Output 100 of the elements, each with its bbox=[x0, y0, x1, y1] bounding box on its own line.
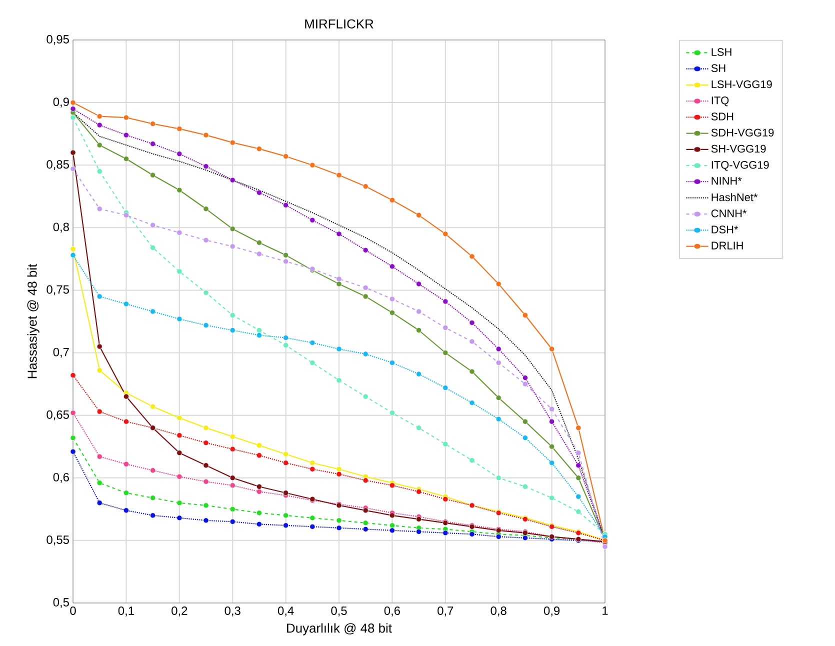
point bbox=[203, 206, 209, 212]
point bbox=[203, 502, 209, 508]
point bbox=[416, 528, 422, 534]
point bbox=[283, 512, 289, 518]
point bbox=[442, 385, 448, 391]
point bbox=[230, 140, 236, 146]
point bbox=[310, 524, 316, 530]
point bbox=[522, 418, 528, 424]
point bbox=[176, 151, 182, 157]
legend-label: LSH bbox=[712, 48, 732, 56]
point bbox=[230, 327, 236, 334]
point bbox=[310, 515, 316, 521]
point bbox=[283, 202, 289, 208]
point bbox=[336, 281, 342, 287]
point bbox=[389, 522, 395, 528]
point bbox=[96, 408, 102, 414]
legend-label: CNNH* bbox=[711, 210, 747, 218]
point bbox=[362, 394, 368, 400]
point bbox=[310, 162, 316, 168]
point bbox=[389, 360, 395, 366]
point bbox=[203, 132, 209, 138]
point bbox=[442, 298, 448, 304]
point bbox=[256, 327, 262, 334]
point bbox=[576, 462, 582, 468]
point bbox=[150, 222, 156, 228]
point bbox=[549, 495, 555, 501]
point bbox=[283, 490, 289, 496]
point bbox=[469, 531, 475, 537]
point bbox=[549, 444, 555, 450]
point bbox=[230, 434, 236, 440]
y-tick-label: 0,8 bbox=[53, 222, 69, 233]
point bbox=[123, 461, 129, 467]
point bbox=[522, 374, 528, 381]
y-tick-label: 0,75 bbox=[46, 285, 69, 296]
point bbox=[150, 512, 156, 518]
legend-label: HashNet* bbox=[712, 193, 758, 202]
point bbox=[123, 418, 129, 424]
x-tick-label: 1 bbox=[602, 606, 608, 615]
point bbox=[283, 342, 289, 348]
point bbox=[362, 478, 368, 484]
point bbox=[176, 268, 182, 274]
point bbox=[469, 458, 475, 464]
point bbox=[176, 415, 182, 421]
point bbox=[389, 296, 395, 302]
point bbox=[469, 254, 475, 260]
point bbox=[70, 435, 76, 441]
legend-label: ITQ-VGG19 bbox=[712, 161, 769, 171]
point bbox=[576, 450, 582, 456]
point bbox=[256, 452, 262, 458]
point bbox=[362, 184, 368, 190]
point bbox=[96, 206, 102, 212]
legend-label: SDH-VGG19 bbox=[711, 128, 774, 137]
point bbox=[150, 404, 156, 410]
point bbox=[362, 284, 368, 290]
point bbox=[496, 395, 502, 401]
x-axis-title: Duyarlılık @ 48 bit bbox=[287, 623, 392, 636]
point bbox=[256, 146, 262, 152]
point bbox=[176, 316, 182, 322]
point bbox=[96, 344, 102, 350]
point bbox=[336, 172, 342, 178]
x-tick-label: 0 bbox=[70, 606, 76, 615]
point bbox=[576, 425, 582, 431]
point bbox=[150, 244, 156, 250]
point bbox=[70, 150, 76, 156]
x-tick-label: 0,3 bbox=[224, 606, 240, 616]
point bbox=[256, 240, 262, 246]
point bbox=[522, 535, 528, 541]
point bbox=[310, 466, 316, 472]
y-tick-label: 0,95 bbox=[46, 35, 69, 45]
point bbox=[203, 440, 209, 446]
point bbox=[256, 332, 262, 338]
point bbox=[176, 500, 182, 506]
point bbox=[70, 372, 76, 378]
point bbox=[416, 308, 422, 314]
point bbox=[283, 522, 289, 528]
point bbox=[336, 276, 342, 282]
point bbox=[176, 230, 182, 236]
point bbox=[496, 360, 502, 366]
point bbox=[123, 156, 129, 162]
point bbox=[283, 258, 289, 264]
point bbox=[576, 508, 582, 514]
point bbox=[203, 237, 209, 243]
x-tick-label: 0,8 bbox=[490, 606, 506, 616]
y-axis-title: Hassasiyet @ 48 bit bbox=[27, 264, 40, 378]
point bbox=[176, 450, 182, 456]
legend-label: SH-VGG19 bbox=[711, 144, 766, 153]
point bbox=[310, 340, 316, 346]
point bbox=[469, 320, 475, 326]
point bbox=[96, 168, 102, 174]
point bbox=[362, 247, 368, 253]
point bbox=[96, 114, 102, 120]
point bbox=[123, 114, 129, 120]
y-tick-label: 0,7 bbox=[53, 348, 69, 358]
point bbox=[416, 516, 422, 522]
point bbox=[283, 154, 289, 160]
point bbox=[362, 508, 368, 514]
point bbox=[150, 308, 156, 314]
y-tick-label: 0,55 bbox=[46, 535, 69, 546]
point bbox=[70, 448, 76, 454]
x-tick-label: 0,9 bbox=[544, 606, 560, 616]
